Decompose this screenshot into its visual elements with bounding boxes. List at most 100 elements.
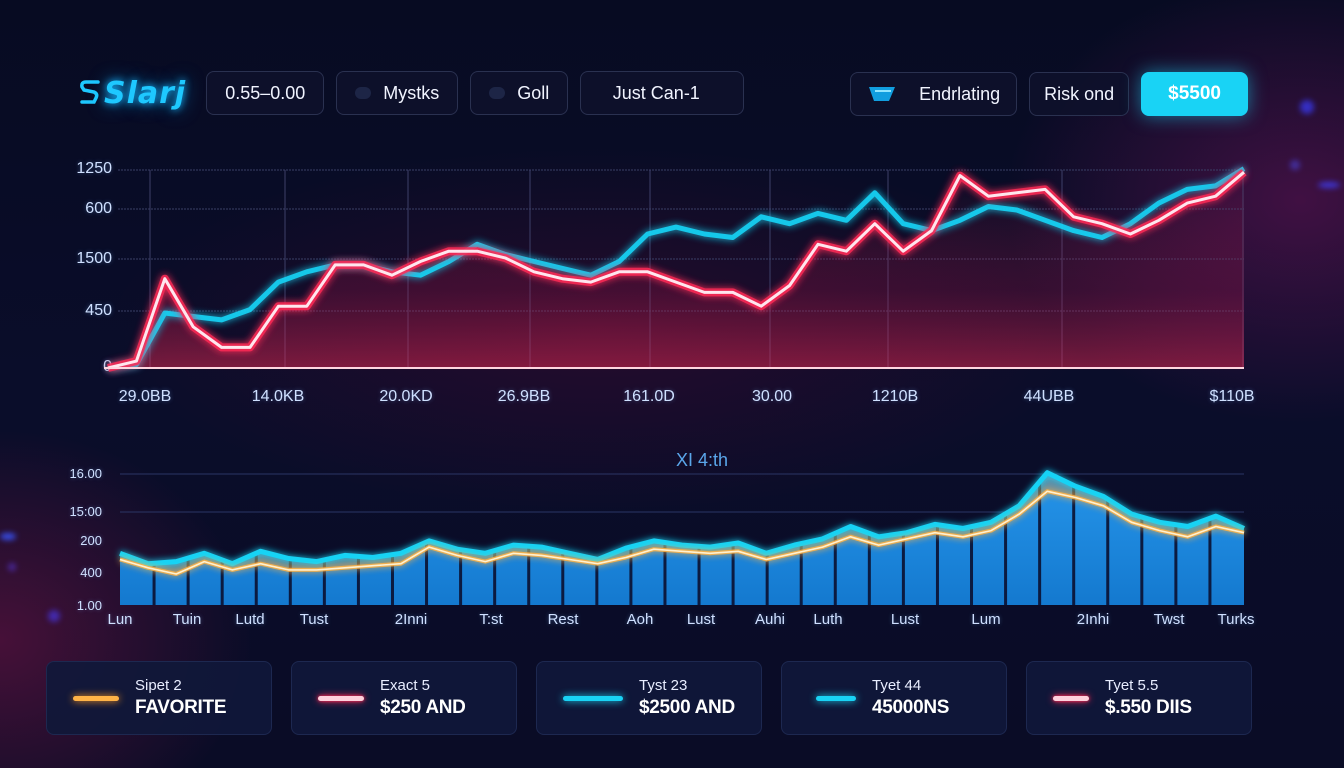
x-axis-tick: 161.0D [623,388,675,405]
legend-sub: Tyet 44 [872,677,922,694]
bar-separator [1106,472,1110,605]
x-axis-tick: Turks [1217,611,1255,628]
line-swatch-icon [318,695,364,701]
bar-separator [935,472,939,605]
x-axis-tick: T:st [479,611,503,628]
line-swatch-icon [816,695,856,701]
bar-separator [1072,472,1076,605]
y-axis-tick: 400 [80,565,102,580]
bar-separator [459,472,463,605]
bar-separator [663,472,667,605]
x-axis-tick: Lutd [235,611,265,628]
amount-button[interactable]: $5500 [1141,72,1248,116]
series-orange-line [119,490,1245,575]
x-axis-tick: 30.00 [751,388,793,405]
legend-cards: Sipet 2 FAVORITE Exact 5 $250 AND Tyst 2… [46,661,1252,735]
top-toolbar: Slarj 0.55–0.00 Mystks Goll Just Can-1 [80,70,745,116]
x-axis-tick: Lum [971,611,1001,628]
legend-card[interactable]: Tyet 44 45000NS [781,661,1007,735]
status-dot-icon [355,87,372,99]
bar-separator [186,472,190,605]
area-fill [120,472,1244,605]
legend-value: $2500 AND [639,697,735,718]
x-axis-tick: 1210B [871,388,919,405]
legend-card[interactable]: Exact 5 $250 AND [291,661,517,735]
lower-chart-plot [119,470,1246,605]
x-axis-tick: Lun [107,611,133,628]
filter-icon [869,87,896,101]
bar-separator [629,472,633,605]
x-axis-tick: 2Inni [394,611,428,628]
goll-label: Goll [517,82,550,103]
bar-separator [1208,472,1212,605]
bar-separator [1174,472,1178,605]
line-swatch-icon [563,695,623,701]
x-axis-tick: Rest [547,611,579,628]
x-axis-tick: Lust [686,611,716,628]
logo-text: Slarj [104,75,187,111]
x-axis-tick: 14.0KB [251,388,305,405]
y-axis-tick: 1500 [76,250,112,267]
y-axis-tick: 15:00 [69,504,102,519]
legend-sub: Exact 5 [380,677,431,694]
bar-separator [493,472,497,605]
line-swatch-icon [73,695,119,701]
y-axis-tick: 200 [80,533,102,548]
risk-button[interactable]: Risk ond [1029,72,1130,116]
legend-card[interactable]: Tyst 23 $2500 AND [536,661,762,735]
app-logo[interactable]: Slarj [80,76,186,111]
x-axis-tick: 20.0KD [379,388,433,405]
logo-mark-icon [80,80,100,104]
bar-separator [152,472,156,605]
bar-separator [425,472,429,605]
x-axis-tick: 44UBB [1023,388,1075,405]
bar-separator [595,472,599,605]
bar-separator [561,472,565,605]
legend-card[interactable]: Sipet 2 FAVORITE [46,661,272,735]
amount-label: $5500 [1168,83,1221,104]
bar-separator [901,472,905,605]
range-chip[interactable]: 0.55–0.00 [206,71,325,115]
x-axis-tick: Tuin [172,611,202,628]
x-axis-tick: 26.9BB [497,388,551,405]
x-axis-tick: Twst [1153,611,1185,628]
legend-value: $.550 DIIS [1105,697,1192,718]
bar-separator [867,472,871,605]
x-axis-tick: Luth [813,611,843,628]
bar-separator [1004,472,1008,605]
x-axis-tick: Auhi [754,611,786,628]
bar-separator [527,472,531,605]
x-axis-tick: 29.0BB [118,388,172,405]
goll-chip[interactable]: Goll [470,71,569,115]
mystks-chip[interactable]: Mystks [336,71,459,115]
series-red-line [107,171,1245,370]
bar-separator [1140,472,1144,605]
legend-card[interactable]: Tyet 5.5 $.550 DIIS [1026,661,1252,735]
lower-chart-title: XI 4:th [675,450,729,470]
y-axis-tick: 450 [85,302,112,319]
bar-separator [833,472,837,605]
legend-sub: Tyst 23 [639,677,688,694]
bar-separator [390,472,394,605]
series-cyan-line [107,166,1246,371]
series-cyan-line [119,470,1246,567]
legend-value: $250 AND [380,697,466,718]
status-dot-icon [489,87,506,99]
bar-separator [288,472,292,605]
bar-separator [254,472,258,605]
x-axis-tick: Tust [299,611,329,628]
bar-separator [697,472,701,605]
upper-chart-plot [104,166,1247,372]
bar-separator [970,472,974,605]
y-axis-tick: 16.00 [69,466,102,481]
just-can-chip[interactable]: Just Can-1 [580,71,745,115]
mystks-label: Mystks [383,82,440,103]
bar-separator [765,472,769,605]
filter-label: Endrlating [919,83,1001,104]
bar-separator [799,472,803,605]
top-toolbar-right: Endrlating Risk ond $5500 [850,72,1248,116]
bar-separator [322,472,326,605]
bar-separator [731,472,735,605]
x-axis-tick: Aoh [626,611,654,628]
filter-button[interactable]: Endrlating [850,72,1018,116]
